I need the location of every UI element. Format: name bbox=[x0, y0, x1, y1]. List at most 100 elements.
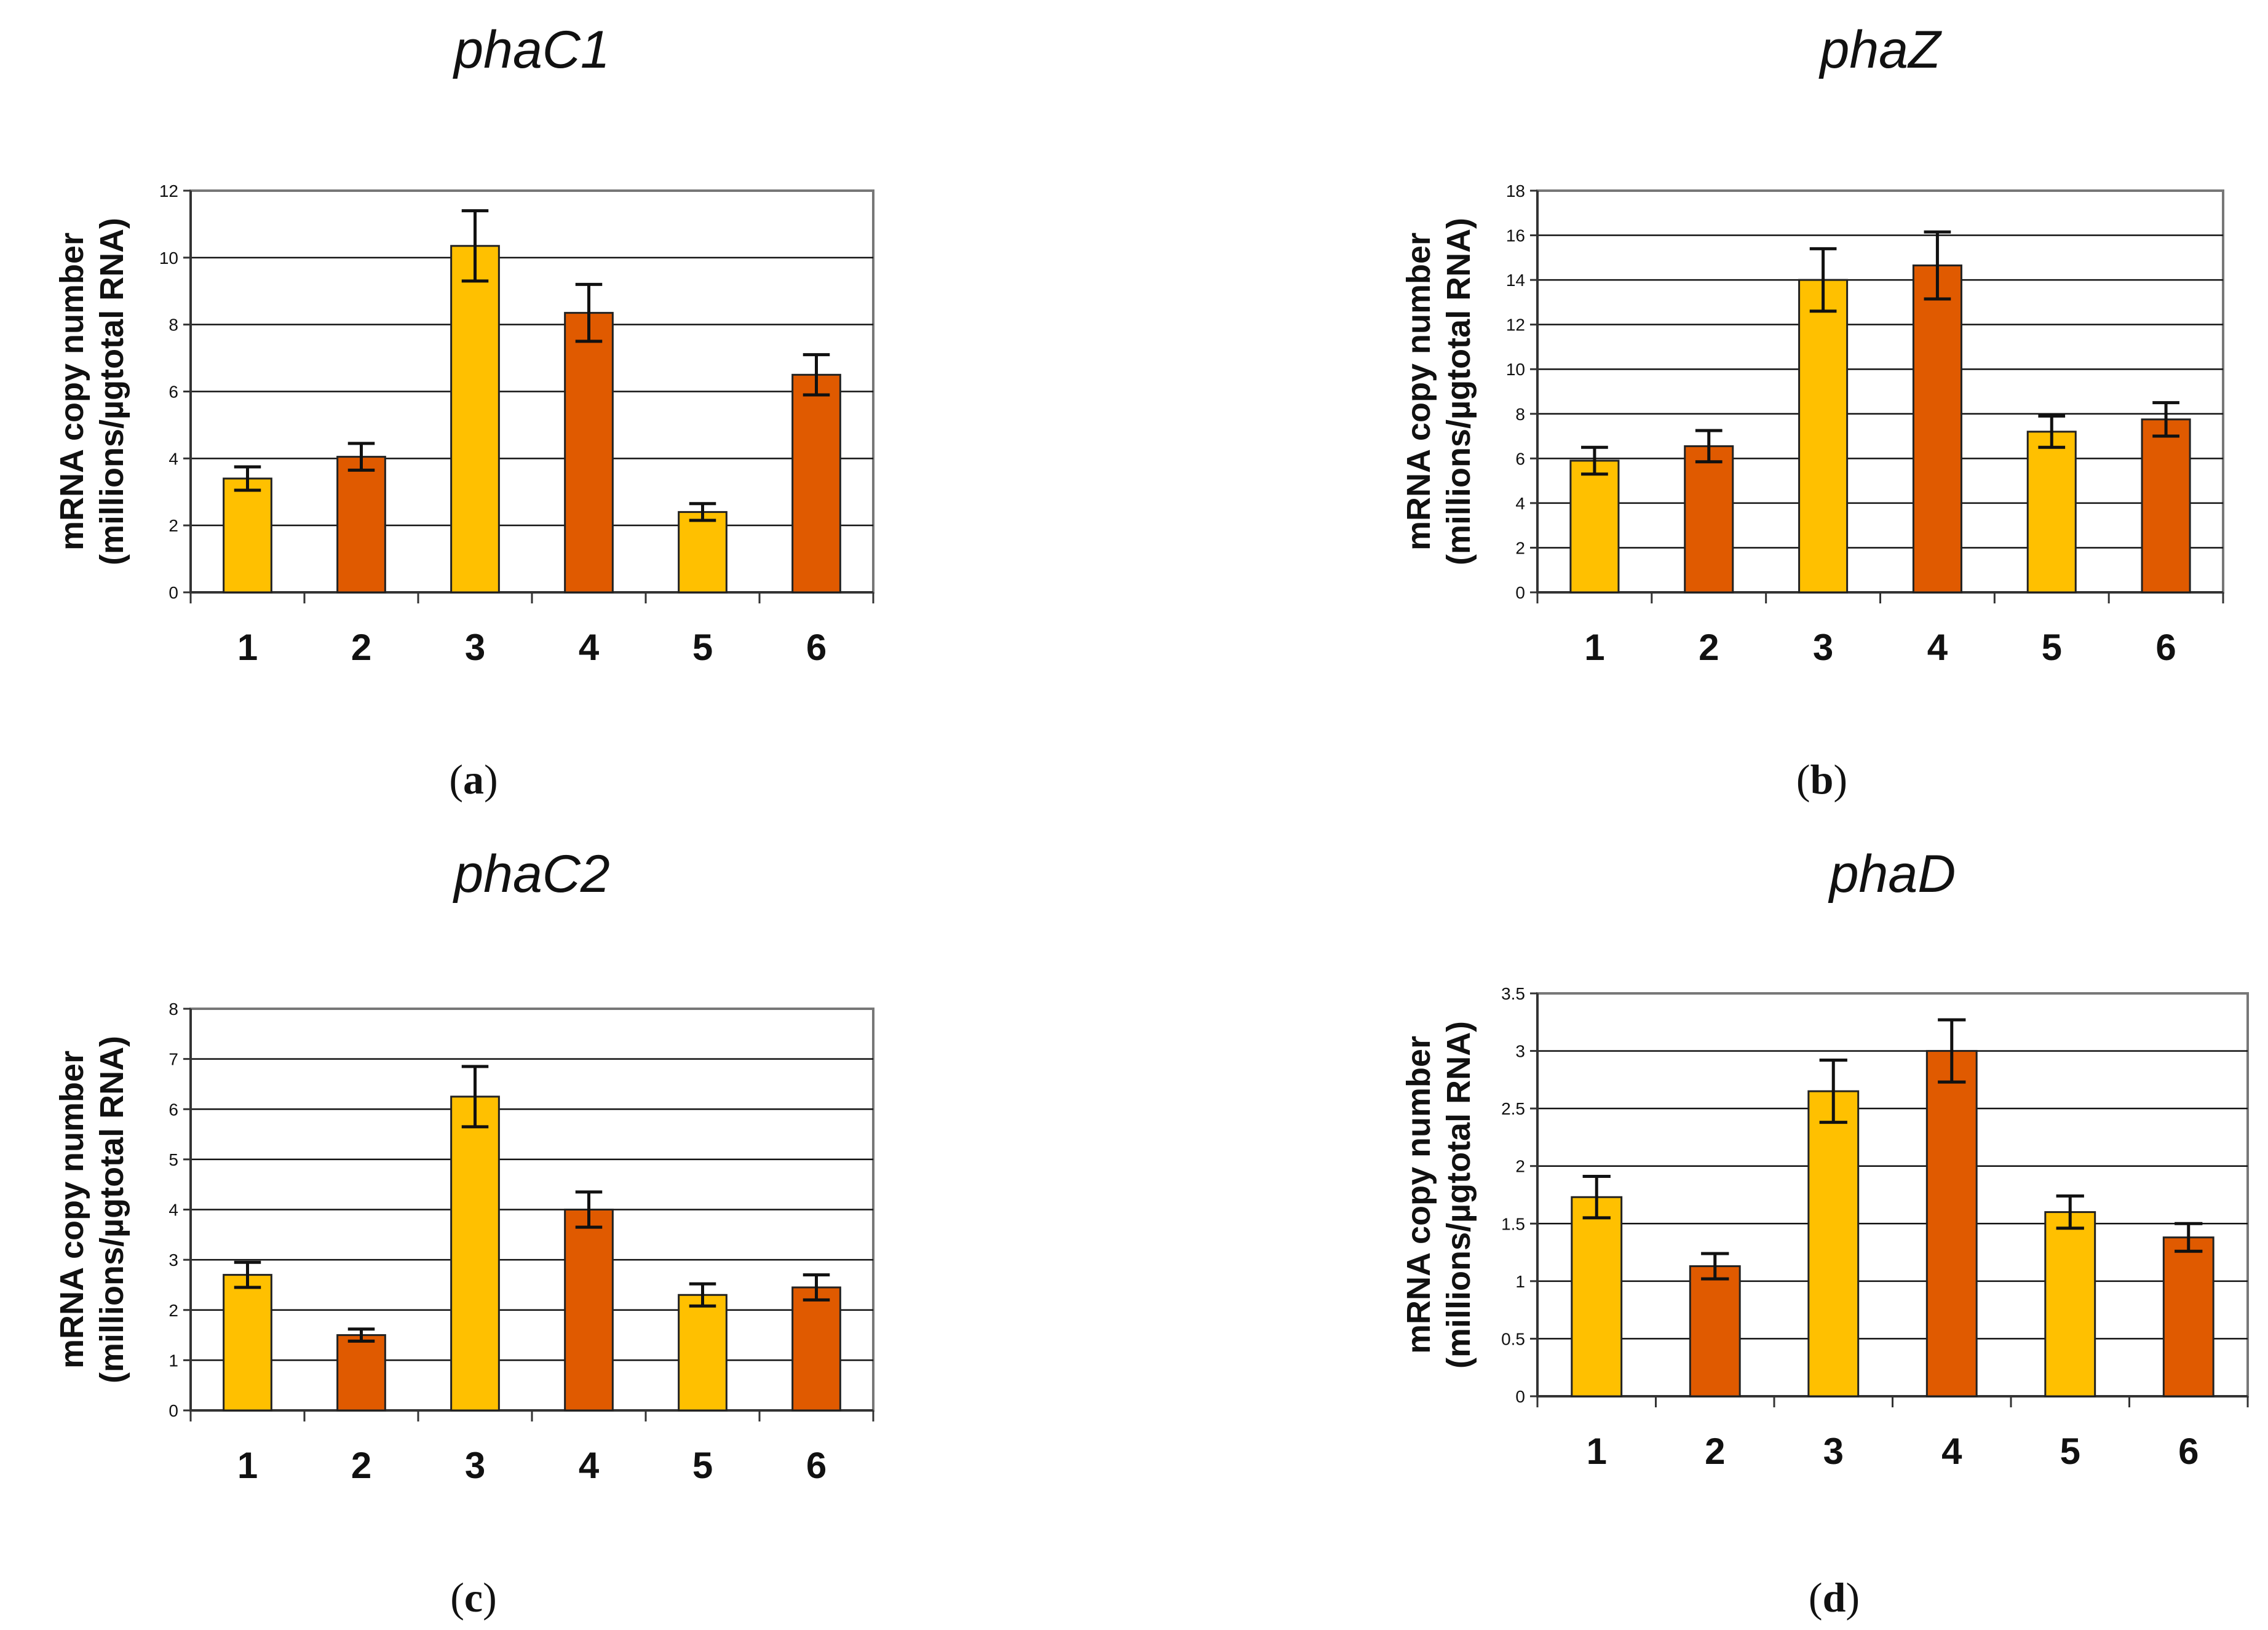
x-tick-label: 5 bbox=[2042, 627, 2062, 668]
panel-letter: (c) bbox=[450, 1574, 497, 1621]
bar-5 bbox=[2044, 1211, 2096, 1397]
x-tick-label: 1 bbox=[1584, 627, 1604, 668]
chart-title: phaC1 bbox=[452, 20, 609, 79]
y-tick-label: 1 bbox=[169, 1351, 178, 1370]
x-tick-label: 4 bbox=[1927, 627, 1948, 668]
x-tick-label: 3 bbox=[465, 627, 485, 668]
y-axis-label-line1: mRNA copy number bbox=[1400, 1036, 1437, 1354]
bar-5 bbox=[678, 1294, 728, 1412]
bar-2 bbox=[336, 456, 386, 594]
y-axis-label-line2: (millions/µgtotal RNA) bbox=[93, 218, 130, 565]
bar-3 bbox=[450, 245, 500, 594]
y-axis-label-line2: (millions/µgtotal RNA) bbox=[93, 1036, 130, 1383]
chart-title: phaZ bbox=[1818, 20, 1941, 79]
y-tick-label: 1.5 bbox=[1501, 1214, 1525, 1233]
bar-4 bbox=[1925, 1050, 1978, 1397]
chart-title: phaC2 bbox=[452, 845, 609, 904]
x-tick-label: 5 bbox=[692, 1445, 713, 1486]
y-tick-label: 5 bbox=[169, 1150, 178, 1169]
chart-panel-c: phaC2 0 1 2 3 4 5 6 7 8 1 2 3 4 5 6 mRNA copy number (mil… bbox=[54, 845, 874, 1621]
x-tick-label: 3 bbox=[465, 1445, 485, 1486]
y-tick-label: 0 bbox=[1515, 1387, 1525, 1406]
bar-2 bbox=[336, 1334, 386, 1412]
panel-letter-close: ) bbox=[1833, 756, 1847, 803]
y-tick-label: 4 bbox=[169, 1201, 178, 1220]
y-axis-label-line2: (millions/µgtotal RNA) bbox=[1440, 1021, 1477, 1369]
panel-letter-char: c bbox=[464, 1574, 483, 1621]
y-tick-label: 0 bbox=[169, 1401, 178, 1420]
x-tick-label: 2 bbox=[1699, 627, 1719, 668]
bar-3 bbox=[450, 1095, 500, 1412]
y-tick-label: 2 bbox=[169, 1301, 178, 1320]
x-tick-label: 6 bbox=[806, 627, 827, 668]
bar-2 bbox=[1689, 1265, 1741, 1397]
x-tick-label: 2 bbox=[1705, 1431, 1725, 1472]
x-tick-label: 2 bbox=[351, 627, 371, 668]
bar-6 bbox=[2162, 1236, 2214, 1397]
bar-4 bbox=[564, 312, 614, 594]
x-tick-label: 4 bbox=[1941, 1431, 1962, 1472]
panel-letter: (b) bbox=[1796, 756, 1847, 803]
bar-2 bbox=[1684, 445, 1734, 594]
x-tick-label: 3 bbox=[1823, 1431, 1844, 1472]
bar-1 bbox=[223, 1274, 272, 1412]
y-tick-label: 2.5 bbox=[1501, 1099, 1525, 1118]
y-axis-label-line2: (millions/µgtotal RNA) bbox=[1440, 218, 1477, 565]
y-tick-label: 10 bbox=[159, 248, 178, 268]
y-tick-label: 3 bbox=[169, 1250, 178, 1270]
bar-3 bbox=[1807, 1090, 1860, 1397]
chart-panel-d: phaD 0 0.5 1 1.5 2 2.5 3 3.5 1 2 3 4 5 6 mRNA copy numb… bbox=[1400, 845, 2249, 1621]
panel-letter-close: ) bbox=[1846, 1574, 1860, 1621]
panel-letter-char: a bbox=[463, 756, 484, 803]
bar-3 bbox=[1798, 279, 1849, 594]
panel-letter: (d) bbox=[1809, 1574, 1860, 1621]
panel-letter-char: d bbox=[1823, 1574, 1846, 1621]
bar-1 bbox=[223, 477, 272, 594]
x-tick-label: 1 bbox=[237, 627, 258, 668]
x-tick-label: 6 bbox=[2178, 1431, 2199, 1472]
panel-letter-close: ) bbox=[483, 1574, 497, 1621]
bar-5 bbox=[678, 511, 728, 594]
y-axis-label-line1: mRNA copy number bbox=[54, 1051, 90, 1369]
y-tick-label: 4 bbox=[1515, 494, 1525, 513]
panel-letter: (a) bbox=[449, 756, 498, 803]
bar-4 bbox=[1912, 264, 1962, 594]
y-tick-label: 2 bbox=[1515, 1157, 1525, 1176]
y-tick-label: 14 bbox=[1506, 271, 1525, 290]
panel-letter-open: ( bbox=[1796, 756, 1810, 803]
panel-letter-char: b bbox=[1810, 756, 1834, 803]
y-tick-label: 2 bbox=[169, 516, 178, 535]
y-tick-label: 0.5 bbox=[1501, 1329, 1525, 1348]
bar-5 bbox=[2026, 431, 2077, 594]
y-tick-label: 4 bbox=[169, 449, 178, 468]
y-tick-label: 0 bbox=[169, 583, 178, 602]
plot-area bbox=[1536, 992, 2249, 1397]
x-tick-label: 1 bbox=[237, 1445, 258, 1486]
y-tick-label: 8 bbox=[1515, 405, 1525, 424]
x-tick-label: 5 bbox=[2060, 1431, 2080, 1472]
bar-6 bbox=[791, 373, 841, 594]
x-tick-label: 3 bbox=[1813, 627, 1833, 668]
x-tick-label: 4 bbox=[579, 1445, 600, 1486]
y-tick-label: 8 bbox=[169, 1000, 178, 1019]
y-tick-label: 8 bbox=[169, 316, 178, 335]
x-tick-label: 1 bbox=[1587, 1431, 1607, 1472]
panel-letter-open: ( bbox=[1809, 1574, 1823, 1621]
y-axis-label-line1: mRNA copy number bbox=[54, 233, 90, 551]
bar-1 bbox=[1569, 459, 1620, 594]
x-tick-label: 6 bbox=[2155, 627, 2176, 668]
bar-1 bbox=[1571, 1196, 1623, 1397]
y-tick-label: 0 bbox=[1515, 583, 1525, 602]
panel-letter-close: ) bbox=[484, 756, 498, 803]
panel-letter-open: ( bbox=[449, 756, 463, 803]
y-tick-label: 10 bbox=[1506, 360, 1525, 379]
panel-letter-open: ( bbox=[450, 1574, 464, 1621]
plot-area bbox=[1536, 189, 2224, 594]
y-tick-label: 3 bbox=[1515, 1042, 1525, 1061]
y-tick-label: 1 bbox=[1515, 1272, 1525, 1291]
bar-4 bbox=[564, 1209, 614, 1412]
y-tick-label: 3.5 bbox=[1501, 984, 1525, 1003]
y-tick-label: 6 bbox=[169, 383, 178, 402]
